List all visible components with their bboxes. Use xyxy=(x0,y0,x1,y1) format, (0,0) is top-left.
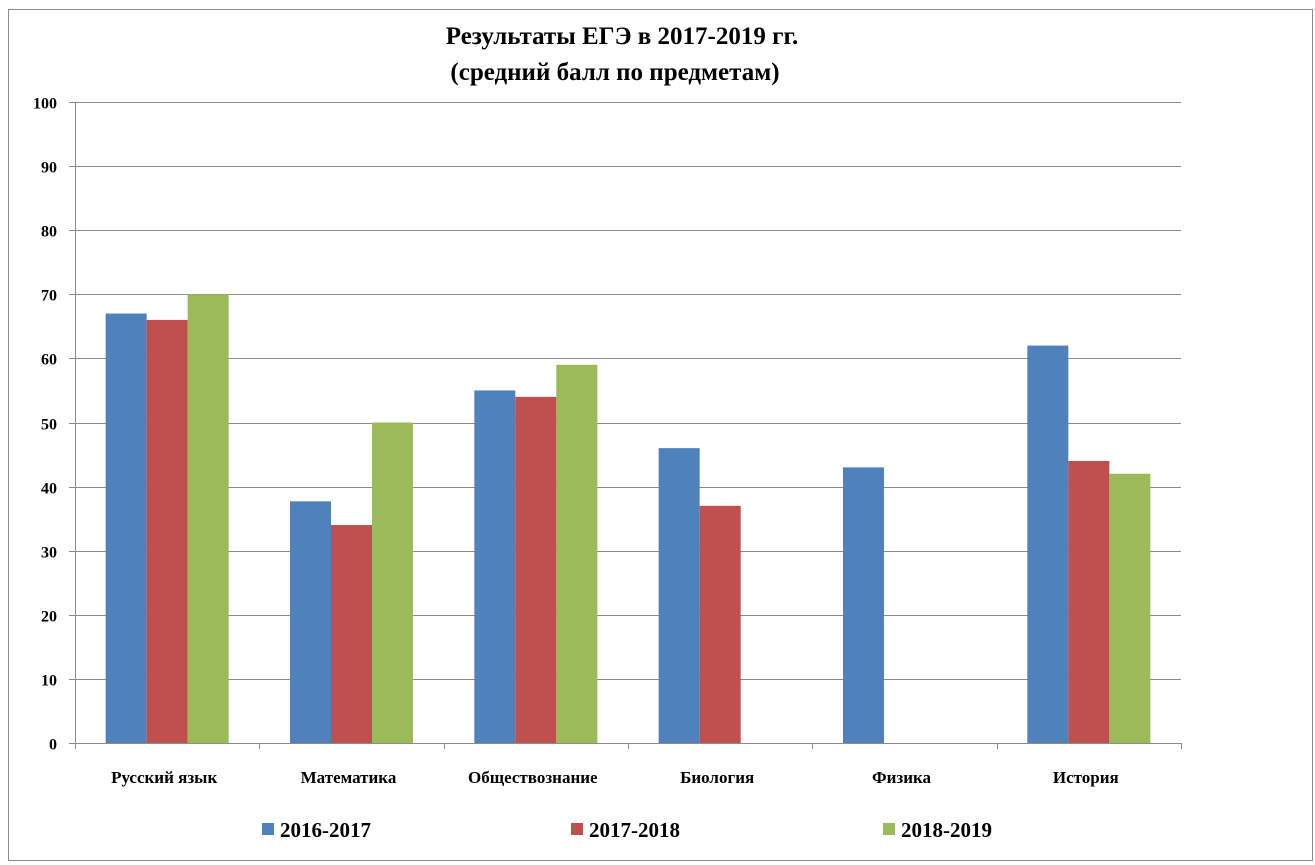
x-tick-label: Русский язык xyxy=(111,768,217,787)
bar xyxy=(515,396,557,743)
x-tick-label: Математика xyxy=(301,768,397,787)
legend-swatch xyxy=(571,823,583,835)
x-tick-label: Биология xyxy=(680,768,754,787)
legend-swatch xyxy=(883,823,895,835)
bar xyxy=(146,319,188,743)
legend-label: 2016-2017 xyxy=(280,818,371,842)
bars xyxy=(105,294,1151,743)
y-tick-label: 60 xyxy=(41,352,57,369)
bar xyxy=(1068,460,1110,743)
axis-labels: 0 10 20 30 40 50 60 70 80 90 100 Русский язык Матема… xyxy=(33,96,1119,788)
bar xyxy=(331,525,372,743)
axes xyxy=(69,102,1182,749)
x-tick-label: Обществознание xyxy=(468,768,598,787)
y-tick-label: 40 xyxy=(41,481,57,498)
bar xyxy=(699,505,741,743)
bar xyxy=(290,501,331,743)
legend-swatch xyxy=(262,823,274,835)
legend: 2016-2017 2017-2018 2018-2019 xyxy=(262,818,992,842)
y-tick-label: 70 xyxy=(41,288,57,305)
x-tick-label: Физика xyxy=(872,768,932,787)
bar xyxy=(658,448,700,743)
y-tick-label: 80 xyxy=(41,224,57,241)
gridlines xyxy=(75,102,1181,680)
x-tick-label: История xyxy=(1053,768,1119,787)
y-tick-label: 0 xyxy=(49,737,57,754)
chart-subtitle: (средний балл по предметам) xyxy=(450,59,779,86)
legend-label: 2018-2019 xyxy=(901,818,992,842)
y-tick-label: 90 xyxy=(41,160,57,177)
bar xyxy=(474,390,516,743)
bar xyxy=(105,313,147,743)
chart-title: Результаты ЕГЭ в 2017-2019 гг. xyxy=(446,23,798,50)
bar xyxy=(1109,473,1151,743)
bar xyxy=(556,364,598,743)
bar xyxy=(1027,345,1069,743)
y-tick-label: 50 xyxy=(41,417,57,434)
legend-label: 2017-2018 xyxy=(589,818,680,842)
y-tick-label: 10 xyxy=(41,673,57,690)
bar xyxy=(372,422,413,743)
y-tick-label: 100 xyxy=(33,96,57,113)
y-tick-label: 20 xyxy=(41,609,57,626)
bar xyxy=(843,467,884,743)
bar xyxy=(187,294,229,743)
y-tick-label: 30 xyxy=(41,545,57,562)
